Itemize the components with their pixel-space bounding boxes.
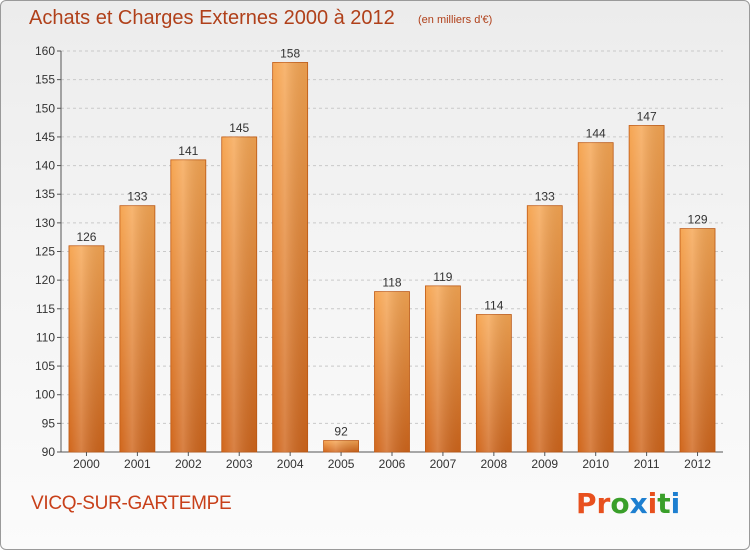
x-tick-label: 2004: [277, 457, 304, 471]
chart-title: Achats et Charges Externes 2000 à 2012: [29, 7, 395, 29]
logo-letter: i: [647, 487, 658, 520]
x-tick-label: 2005: [328, 457, 355, 471]
bar-highlight: [527, 205, 563, 452]
y-tick-label: 130: [35, 216, 55, 230]
logo-letter: o: [610, 487, 630, 520]
data-label: 126: [76, 230, 96, 244]
data-label: 133: [127, 190, 147, 204]
bar-highlight: [272, 62, 308, 452]
data-label: 114: [484, 299, 503, 313]
y-tick-label: 160: [35, 44, 55, 58]
y-tick-label: 90: [42, 445, 56, 459]
bar-highlight: [170, 159, 206, 453]
x-tick-label: 2008: [480, 457, 507, 471]
logo-letter: r: [596, 487, 611, 520]
logo-letter: t: [657, 487, 671, 520]
x-tick-label: 2010: [582, 457, 609, 471]
data-label: 147: [637, 109, 657, 123]
data-label: 119: [433, 270, 452, 284]
proxiti-logo: Proxiti: [576, 487, 680, 520]
data-label: 118: [382, 276, 401, 290]
y-tick-label: 105: [35, 359, 55, 373]
bar-highlight: [578, 142, 614, 452]
y-tick-label: 145: [35, 130, 55, 144]
y-tick-label: 110: [36, 330, 55, 344]
data-label: 92: [334, 425, 348, 439]
bar-highlight: [68, 245, 104, 452]
data-label: 133: [535, 190, 555, 204]
y-tick-label: 100: [35, 388, 55, 402]
data-label: 145: [229, 121, 249, 135]
y-tick-label: 115: [36, 302, 55, 316]
y-tick-label: 95: [42, 416, 56, 430]
chart-subtitle: (en milliers d'€): [418, 14, 493, 26]
bar-highlight: [323, 440, 359, 452]
x-tick-label: 2009: [531, 457, 558, 471]
x-tick-label: 2001: [124, 457, 151, 471]
x-tick-label: 2012: [684, 457, 711, 471]
data-label: 141: [178, 144, 198, 158]
bar-highlight: [425, 285, 461, 452]
x-tick-label: 2003: [226, 457, 253, 471]
data-label: 144: [586, 127, 606, 141]
commune-name: VICQ-SUR-GARTEMPE: [31, 493, 232, 514]
bar-highlight: [629, 125, 665, 452]
logo-letter: i: [670, 487, 681, 520]
y-tick-label: 150: [35, 101, 55, 115]
y-tick-label: 125: [35, 245, 55, 259]
bar-highlight: [119, 205, 155, 452]
bar-highlight: [476, 314, 512, 452]
x-tick-label: 2002: [175, 457, 202, 471]
logo-letter: P: [576, 487, 597, 520]
y-tick-label: 120: [35, 273, 55, 287]
bar-highlight: [374, 291, 410, 452]
logo-letter: x: [629, 487, 648, 520]
bar-highlight: [680, 228, 716, 452]
x-tick-label: 2006: [379, 457, 406, 471]
data-label: 129: [688, 213, 708, 227]
bar-highlight: [221, 136, 257, 452]
y-tick-label: 155: [35, 73, 55, 87]
y-tick-label: 140: [35, 159, 55, 173]
x-tick-label: 2007: [430, 457, 457, 471]
y-tick-label: 135: [35, 187, 55, 201]
x-tick-label: 2011: [634, 457, 660, 471]
x-tick-label: 2000: [73, 457, 100, 471]
data-label: 158: [280, 46, 300, 60]
